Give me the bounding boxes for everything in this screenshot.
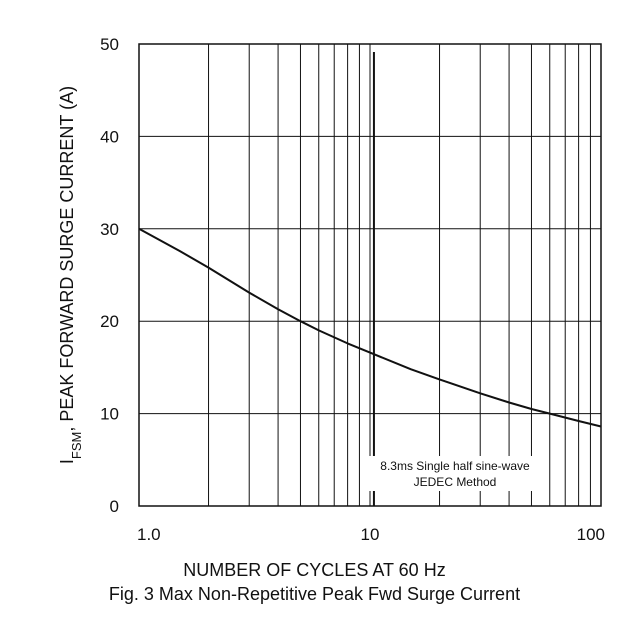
surge-current-chart: 8.3ms Single half sine-wave JEDEC Method… [57, 35, 605, 544]
y-tick-label: 0 [110, 497, 119, 516]
y-tick-label: 20 [100, 312, 119, 331]
jedec-annotation: 8.3ms Single half sine-wave JEDEC Method [368, 456, 544, 491]
y-axis-label: IFSM, PEAK FORWARD SURGE CURRENT (A) [57, 86, 84, 464]
y-axis-label-sub: FSM [69, 432, 84, 459]
y-tick-label: 50 [100, 35, 119, 54]
annotation-box [368, 456, 544, 491]
y-tick-label: 30 [100, 220, 119, 239]
chart-grid [139, 44, 601, 506]
x-tick-label: 1.0 [137, 525, 161, 544]
annotation-line-1: 8.3ms Single half sine-wave [380, 459, 530, 473]
series-layer [138, 227, 602, 428]
y-tick-label: 10 [100, 405, 119, 424]
x-tick-label: 100 [577, 525, 605, 544]
annotation-line-2: JEDEC Method [414, 475, 497, 489]
y-axis-label-main: I [57, 459, 77, 464]
y-axis-label-rest: , PEAK FORWARD SURGE CURRENT (A) [57, 86, 77, 432]
chart-axes [138, 43, 602, 507]
x-axis-label: NUMBER OF CYCLES AT 60 Hz [183, 560, 446, 580]
series-line [138, 227, 602, 428]
plot-frame [138, 43, 602, 507]
x-tick-label: 10 [361, 525, 380, 544]
y-tick-label: 40 [100, 127, 119, 146]
tick-labels: 0 10 20 30 40 50 1.0 10 100 [100, 35, 605, 544]
figure-caption: Fig. 3 Max Non-Repetitive Peak Fwd Surge… [108, 584, 521, 604]
